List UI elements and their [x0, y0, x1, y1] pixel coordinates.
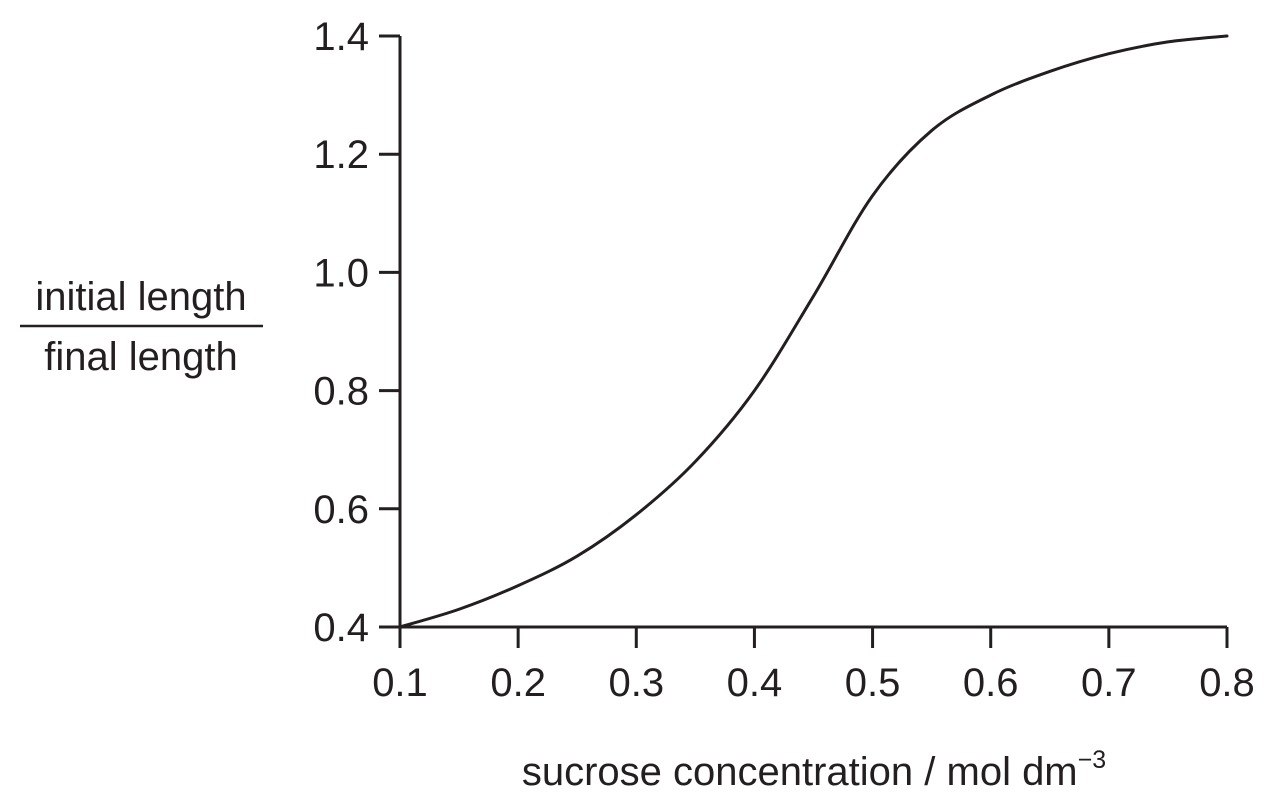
- y-axis-label-denominator: final length: [44, 335, 237, 379]
- series: [398, 34, 1229, 629]
- x-tick-label: 0.3: [608, 661, 664, 705]
- x-tick-label: 0.5: [845, 661, 901, 705]
- y-tick-label: 1.2: [313, 133, 369, 177]
- x-tick-label: 0.1: [372, 661, 428, 705]
- y-tick-label: 1.4: [313, 15, 369, 59]
- x-tick-label: 0.6: [963, 661, 1019, 705]
- y-tick-label: 1.0: [313, 251, 369, 295]
- x-tick-label: 0.2: [490, 661, 546, 705]
- axes: [398, 36, 1227, 629]
- x-tick-label: 0.8: [1199, 661, 1255, 705]
- x-tick-label: 0.7: [1081, 661, 1137, 705]
- y-tick-label: 0.8: [313, 370, 369, 414]
- series-line: [398, 34, 1229, 629]
- y-axis-label-numerator: initial length: [35, 275, 246, 319]
- y-tick-label: 0.6: [313, 488, 369, 532]
- x-axis-label-superscript: −3: [1078, 746, 1107, 774]
- y-ticks: 0.4 0.6 0.8 1.0 1.2 1.4: [313, 15, 400, 650]
- y-axis-label: initial length final length: [20, 275, 263, 379]
- x-axis-label: sucrose concentration / mol dm−3: [522, 746, 1106, 794]
- y-tick-label: 0.4: [313, 606, 369, 650]
- x-ticks: 0.1 0.2 0.3 0.4 0.5 0.6 0.7 0.8: [372, 627, 1255, 705]
- x-tick-label: 0.4: [727, 661, 783, 705]
- x-axis-label-main: sucrose concentration / mol dm: [522, 750, 1078, 794]
